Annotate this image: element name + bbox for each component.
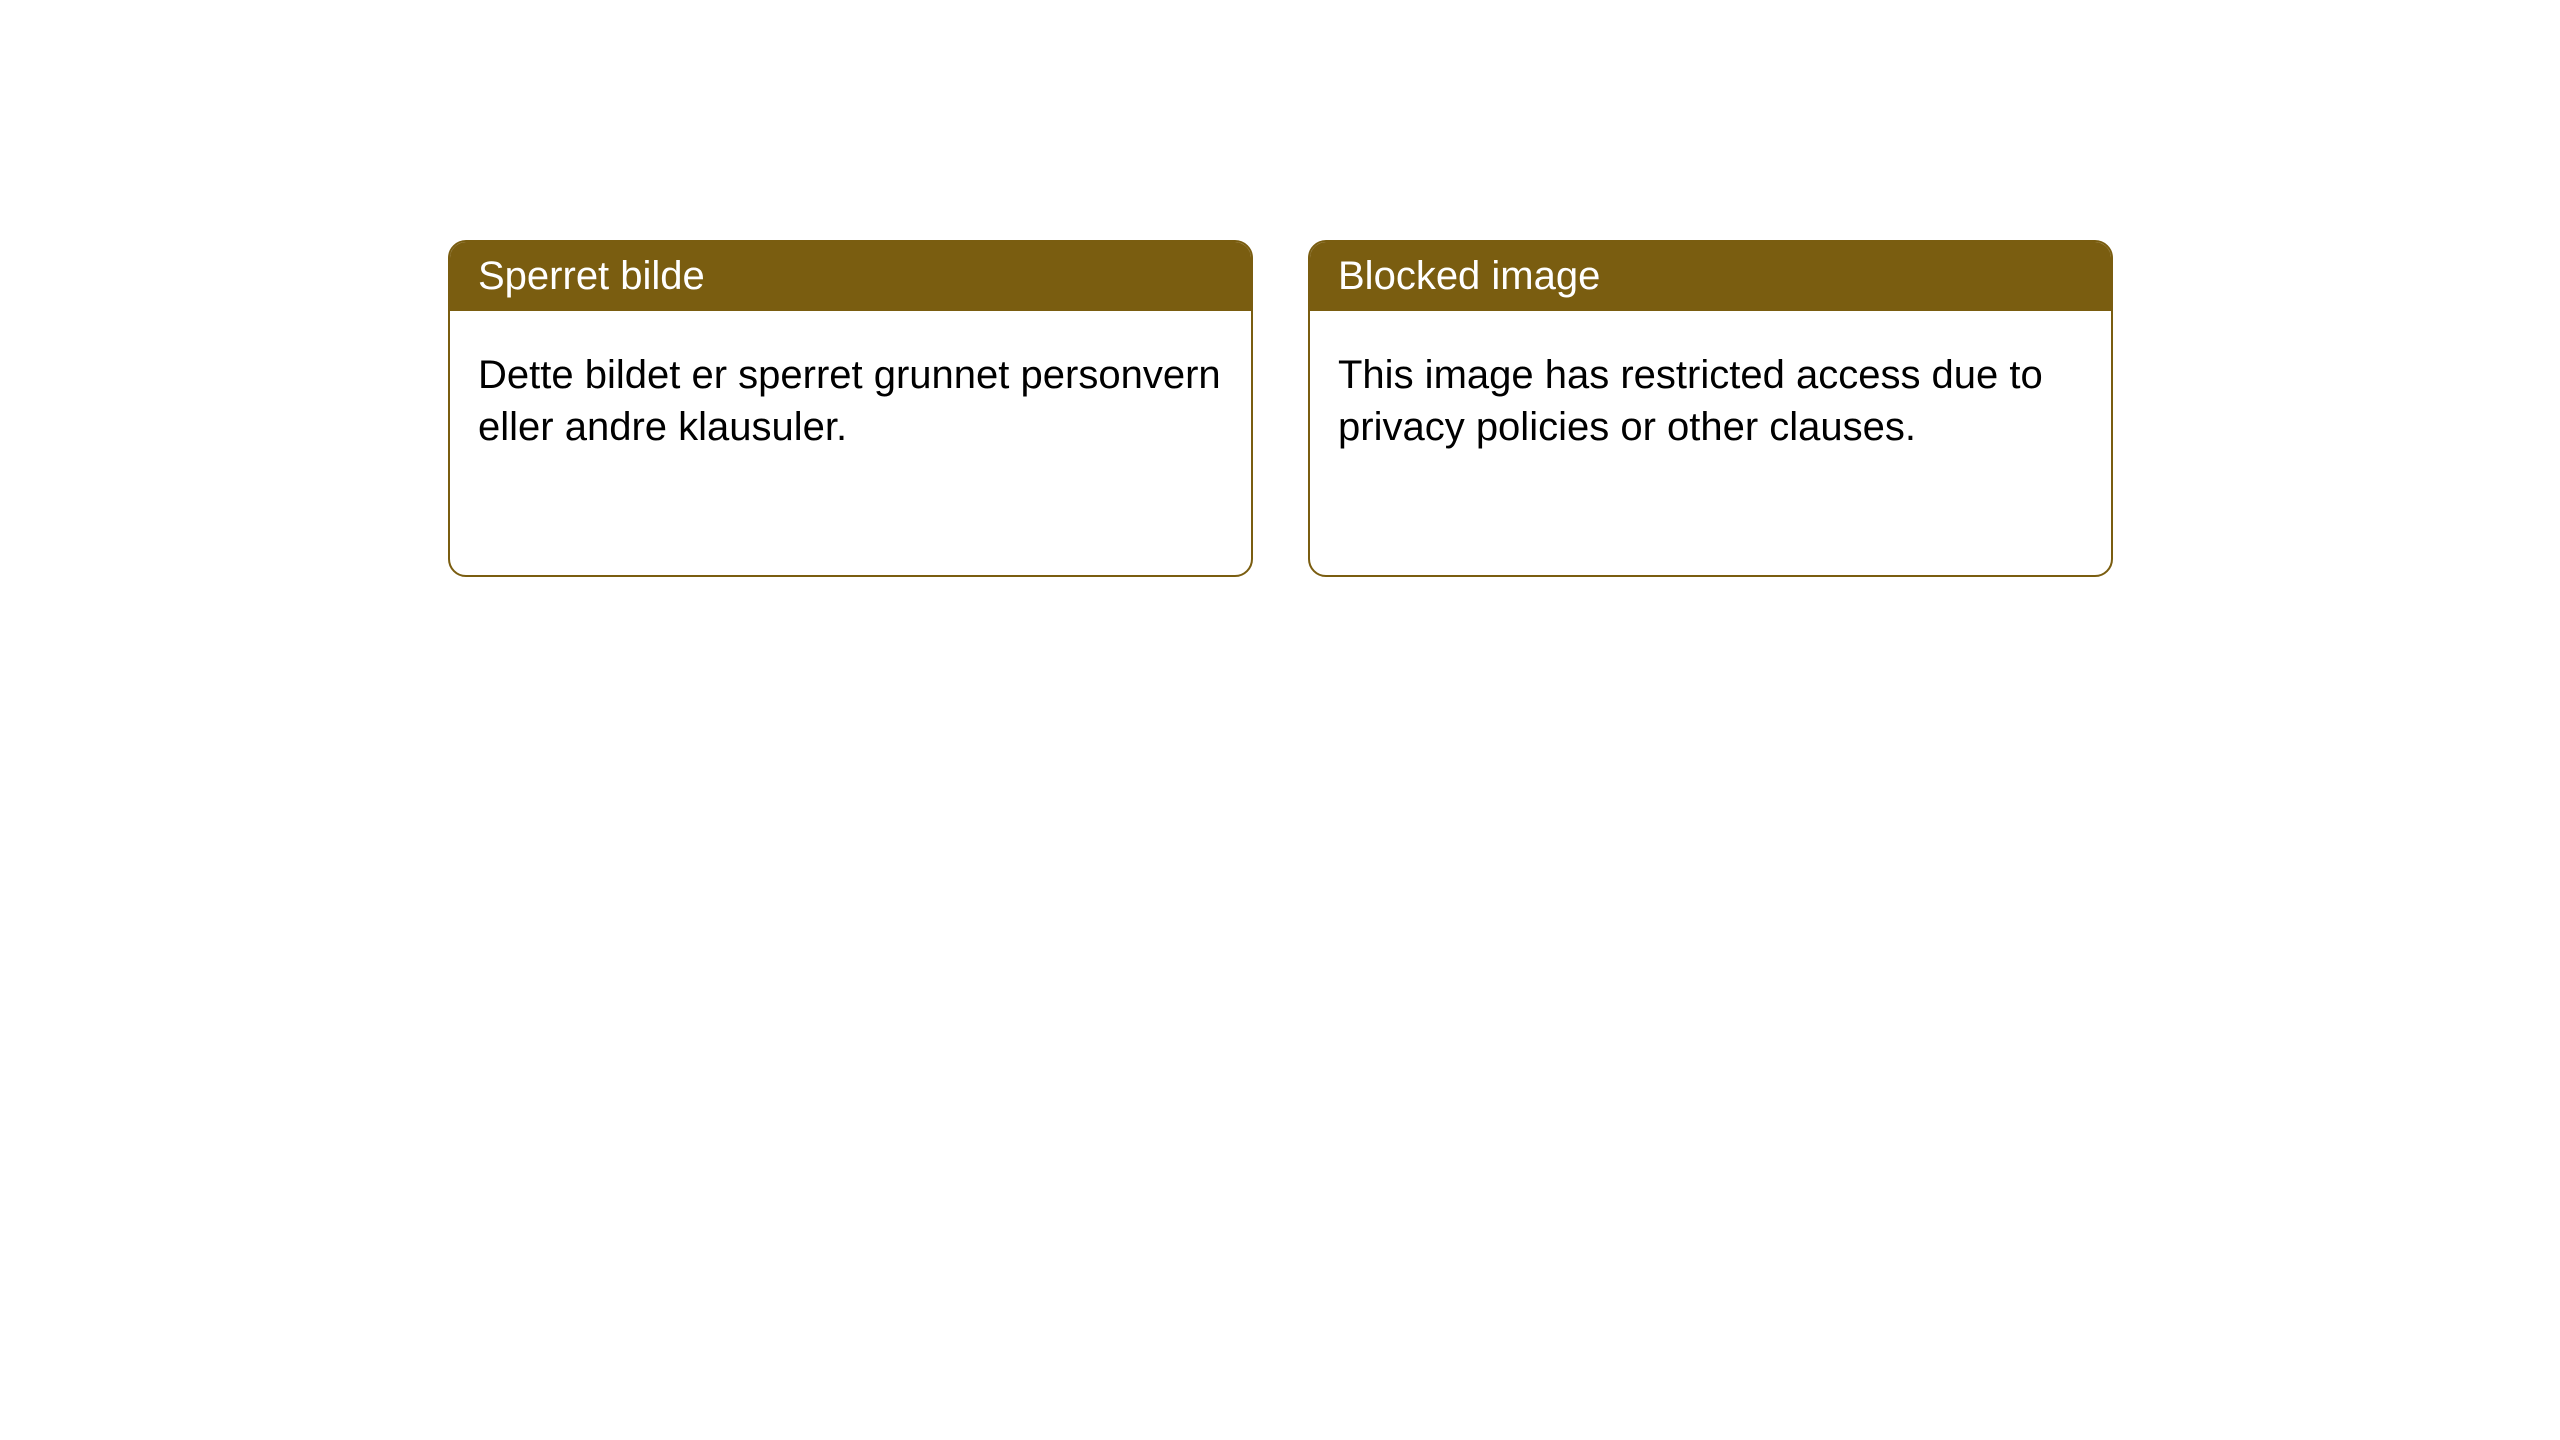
card-text-en: This image has restricted access due to … [1338,353,2043,449]
card-text-no: Dette bildet er sperret grunnet personve… [478,353,1221,449]
blocked-image-card-en: Blocked image This image has restricted … [1308,240,2113,577]
card-header-en: Blocked image [1310,242,2111,311]
card-header-no: Sperret bilde [450,242,1251,311]
notice-container: Sperret bilde Dette bildet er sperret gr… [0,0,2560,577]
blocked-image-card-no: Sperret bilde Dette bildet er sperret gr… [448,240,1253,577]
card-title-en: Blocked image [1338,254,1600,298]
card-title-no: Sperret bilde [478,254,705,298]
card-body-en: This image has restricted access due to … [1310,311,2111,491]
card-body-no: Dette bildet er sperret grunnet personve… [450,311,1251,491]
